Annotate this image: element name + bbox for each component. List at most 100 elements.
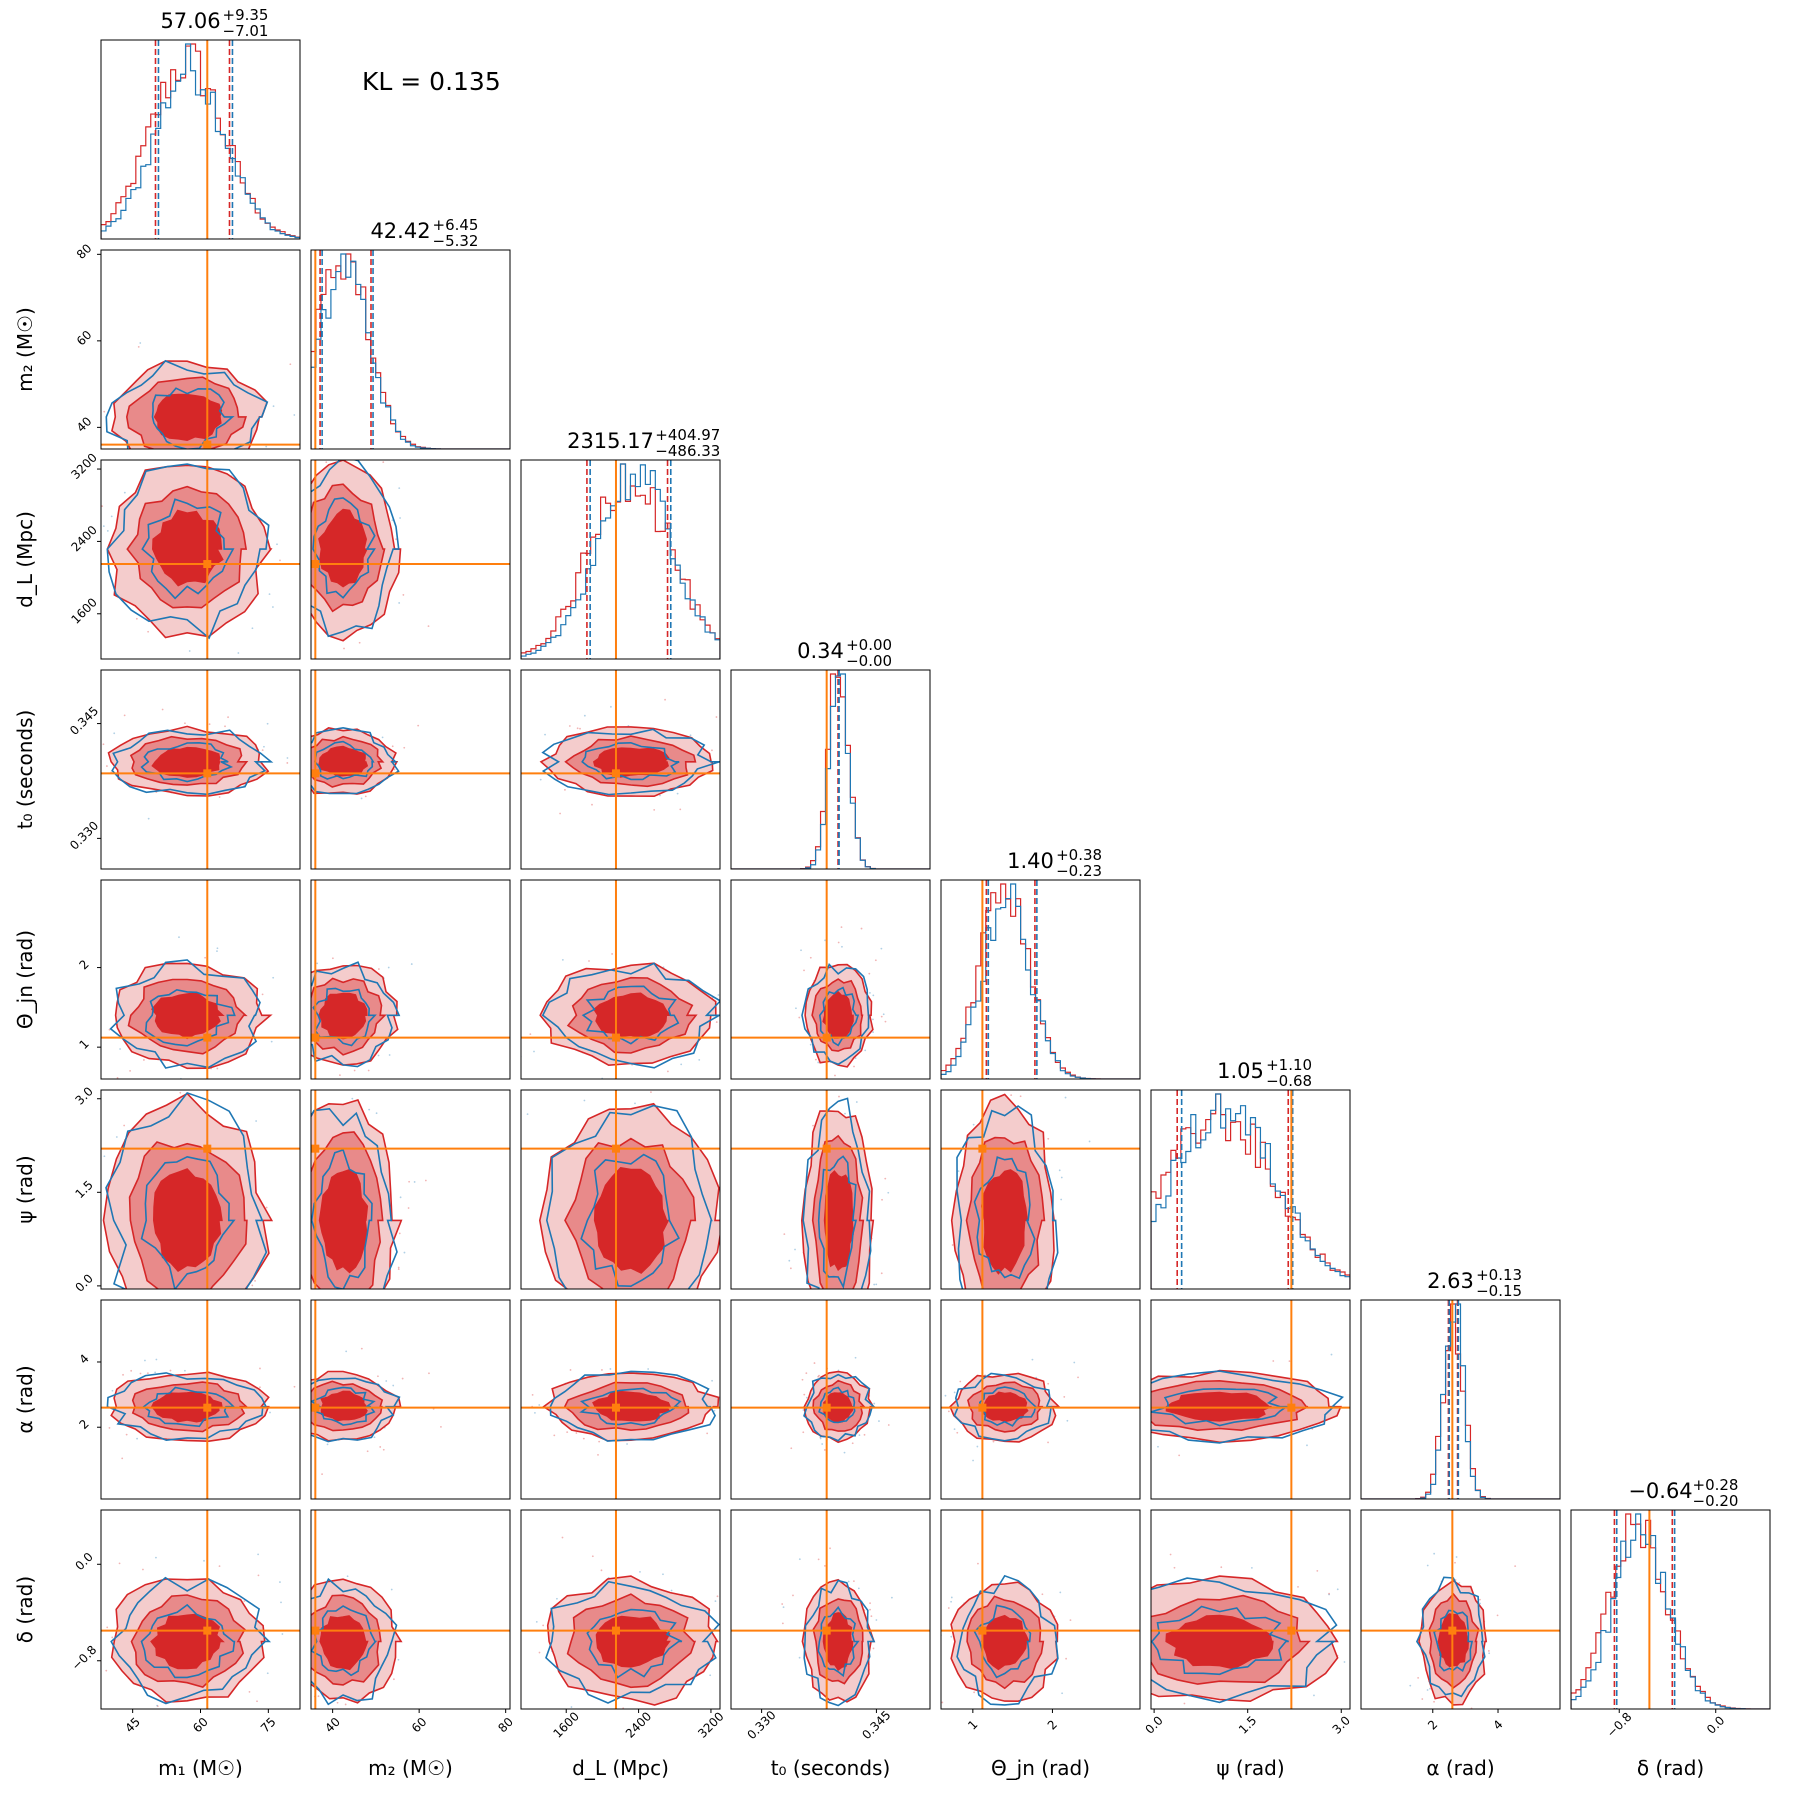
- sample-point: [795, 1007, 797, 1010]
- sample-point: [1330, 1353, 1333, 1356]
- truth-marker: [203, 1033, 212, 1042]
- sample-point: [391, 519, 394, 522]
- sample-point: [281, 1241, 283, 1243]
- sample-point: [1069, 1619, 1072, 1622]
- truth-marker: [203, 1626, 212, 1635]
- x-axis-title-1: m₂ (M☉): [368, 1756, 453, 1780]
- sample-point: [243, 1600, 246, 1603]
- sample-point: [741, 1259, 743, 1261]
- x-tick-label: 0.345: [859, 1708, 893, 1742]
- sample-point: [1078, 1637, 1080, 1639]
- histogram-blue: [1151, 1093, 1350, 1289]
- sample-point: [416, 1318, 418, 1320]
- sample-point: [399, 1196, 402, 1199]
- sample-point: [381, 736, 384, 739]
- sample-point: [283, 1185, 285, 1187]
- sample-point: [291, 1020, 293, 1022]
- sample-point: [716, 1595, 719, 1598]
- sample-point: [874, 959, 877, 962]
- sample-point: [302, 725, 304, 727]
- sample-point: [178, 936, 180, 939]
- histogram-blue: [1571, 1513, 1770, 1709]
- sample-point: [307, 1571, 309, 1573]
- sample-point: [225, 662, 227, 664]
- sample-point: [290, 547, 292, 549]
- sample-point: [457, 730, 459, 732]
- sample-point: [272, 405, 275, 408]
- diag-title-5: 1.05: [1217, 1059, 1264, 1083]
- sample-point: [602, 1733, 604, 1735]
- sample-point: [252, 1713, 254, 1715]
- x-tick-label: 0.330: [745, 1708, 779, 1742]
- y-axis-title-7: δ (rad): [13, 1576, 37, 1643]
- sample-point: [821, 1443, 824, 1445]
- panel-content: [1151, 1090, 1350, 1289]
- sample-point: [824, 1564, 826, 1567]
- sample-point: [392, 1678, 395, 1681]
- contour-blue-inner: [1151, 1605, 1289, 1676]
- sample-point: [164, 1316, 166, 1318]
- panel-content: [521, 880, 720, 1079]
- panel-content: [89, 250, 300, 468]
- sample-point: [171, 1319, 173, 1321]
- sample-point: [216, 947, 219, 950]
- sample-point: [1288, 1360, 1291, 1362]
- diag-title-3: 0.34: [797, 639, 844, 663]
- sample-point: [125, 1433, 128, 1436]
- sample-point: [89, 433, 91, 435]
- sample-point: [627, 1315, 629, 1317]
- sample-point: [403, 1251, 406, 1254]
- sample-point: [68, 1041, 70, 1043]
- panel-frame: [730, 1089, 931, 1290]
- panel-5-3: [730, 1089, 931, 1290]
- sample-point: [702, 1082, 704, 1084]
- sample-point: [325, 461, 328, 464]
- sample-point: [306, 1384, 308, 1386]
- sample-point: [564, 788, 566, 791]
- sample-point: [402, 594, 405, 596]
- sample-point: [1047, 1382, 1050, 1385]
- sample-point: [1113, 1587, 1115, 1589]
- panel-6-4: [918, 1299, 1141, 1500]
- sample-point: [134, 453, 136, 455]
- x-axis-title-5: ψ (rad): [1216, 1756, 1284, 1780]
- sample-point: [664, 698, 666, 701]
- sample-point: [293, 414, 296, 416]
- sample-point: [1356, 1671, 1358, 1673]
- sample-point: [213, 466, 215, 468]
- histogram-blue: [101, 43, 300, 239]
- sample-point: [1363, 1418, 1365, 1420]
- sample-point: [368, 1108, 371, 1111]
- contour-blue-inner: [1151, 1387, 1289, 1427]
- sample-point: [382, 1448, 385, 1451]
- sample-point: [600, 1569, 603, 1572]
- sample-point: [298, 1640, 300, 1642]
- sample-point: [714, 1350, 716, 1352]
- contour-inner: [151, 746, 221, 778]
- sample-point: [110, 515, 113, 518]
- sample-point: [360, 797, 363, 800]
- sample-point: [918, 1419, 920, 1421]
- diag-title-minus: −5.32: [433, 232, 479, 250]
- diag-title-minus: −486.33: [655, 442, 720, 460]
- truth-marker: [822, 1626, 831, 1635]
- contour-blue-inner: [817, 1606, 860, 1678]
- truth-marker: [203, 1403, 212, 1412]
- histogram-blue: [311, 253, 510, 449]
- sample-point: [1169, 1553, 1172, 1556]
- sample-point: [383, 422, 385, 424]
- truth-marker: [203, 560, 212, 569]
- truth-marker: [822, 1033, 831, 1042]
- sample-point: [650, 1091, 652, 1094]
- sample-point: [184, 1369, 186, 1372]
- x-tick-label: −0.8: [1604, 1710, 1635, 1741]
- panel-frame: [520, 1509, 721, 1710]
- sample-point: [388, 1054, 391, 1056]
- contour-blue-inner: [1433, 1609, 1474, 1673]
- x-tick-label: 1600: [550, 1709, 581, 1740]
- sample-point: [278, 766, 280, 768]
- sample-point: [789, 1267, 792, 1270]
- sample-point: [308, 1405, 310, 1407]
- sample-point: [377, 1375, 379, 1378]
- diag-title-minus: −0.68: [1266, 1072, 1312, 1090]
